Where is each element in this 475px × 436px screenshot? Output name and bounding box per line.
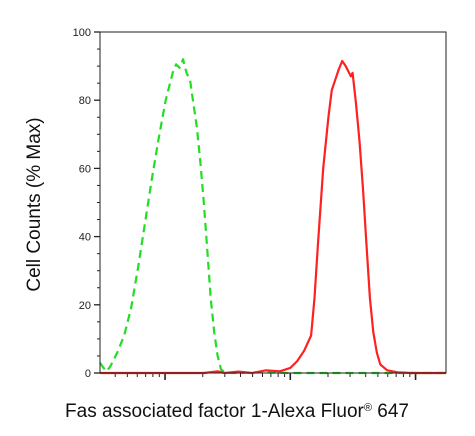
series-layer (99, 58, 446, 375)
y-tick-label: 40 (79, 232, 91, 244)
y-tick-label: 20 (79, 300, 91, 312)
x-axis-ticks (114, 373, 417, 380)
plot-frame (99, 31, 447, 374)
sample-histogram-line (100, 59, 446, 375)
control-histogram-line (99, 58, 446, 375)
x-axis-title: Fas associated factor 1-Alexa Fluor® 647 (65, 401, 409, 422)
x-axis-title-main: Fas associated factor 1-Alexa Fluor (65, 401, 365, 422)
x-axis-title-suffix: 647 (372, 401, 409, 422)
x-axis-title-registered-mark: ® (364, 402, 372, 414)
y-axis-title: Cell Counts (% Max) (24, 117, 45, 291)
y-tick-label: 80 (79, 95, 91, 107)
y-tick-label: 100 (73, 27, 91, 39)
y-axis-ticks: 0 20 40 60 80 100 (73, 27, 100, 380)
y-tick-label: 0 (85, 368, 91, 380)
y-tick-label: 60 (79, 163, 91, 175)
